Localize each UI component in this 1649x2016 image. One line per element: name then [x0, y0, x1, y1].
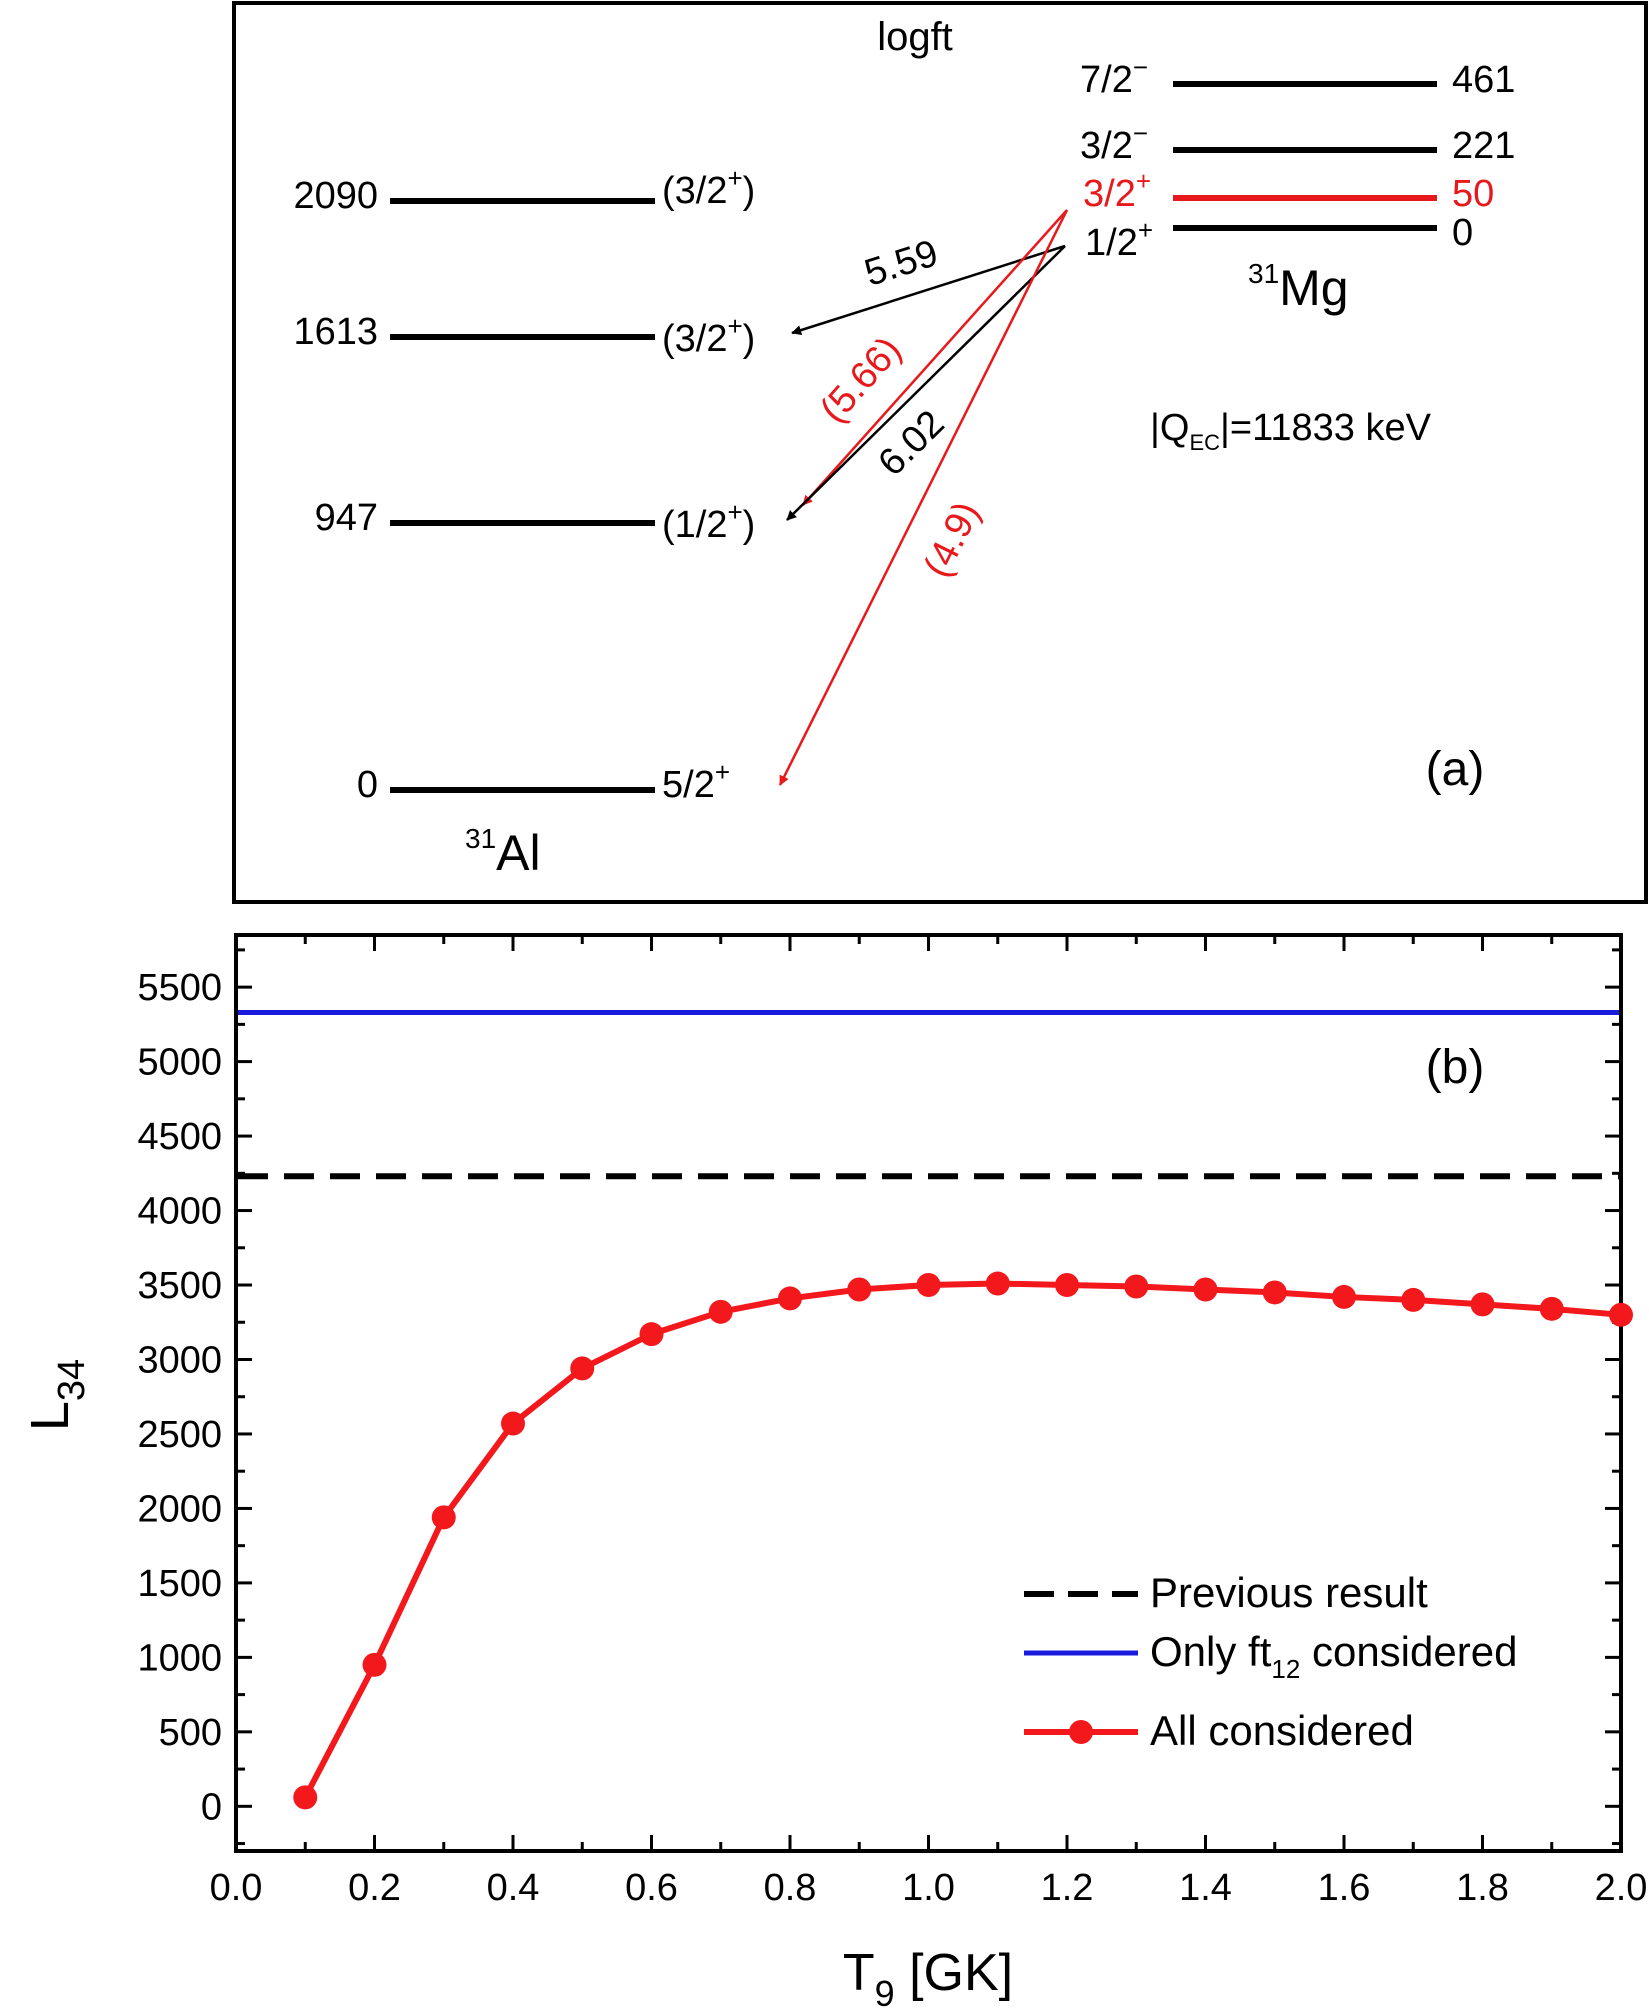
- series-layer: [238, 1009, 1633, 1810]
- y-tick-label: 1500: [137, 1563, 222, 1605]
- logft-header: logft: [877, 15, 953, 59]
- al-level-spin: (1/2+): [662, 497, 755, 546]
- legend-label: Previous result: [1150, 1569, 1428, 1616]
- all-considered-point: [1193, 1277, 1218, 1302]
- all-considered-line: [302, 1280, 1622, 1799]
- all-considered-point: [1401, 1287, 1426, 1312]
- panel-a: logft (a) 2090 (3/2+) 1613 (3/2+) 947 (1…: [232, 1, 1648, 904]
- all-considered-point: [708, 1299, 733, 1324]
- all-considered-point: [847, 1277, 872, 1302]
- all-considered-point: [1539, 1296, 1564, 1321]
- all-considered-point: [639, 1322, 664, 1347]
- y-tick-label: 0: [201, 1786, 222, 1828]
- legend-swatch-marker: [1069, 1720, 1093, 1744]
- transition-arrow: [791, 244, 1066, 335]
- all-considered-point: [362, 1652, 387, 1677]
- x-tick-label: 1.0: [902, 1867, 955, 1909]
- x-tick-label: 0.8: [764, 1867, 817, 1909]
- all-considered-point: [985, 1271, 1010, 1296]
- al-level-energy: 2090: [293, 175, 378, 217]
- y-axis-label: L34: [20, 1359, 93, 1431]
- legend-label: All considered: [1150, 1707, 1414, 1754]
- mg-level-spin: 3/2+: [1083, 166, 1151, 215]
- transitions: 5.59 (5.66) 6.02 (4.9): [778, 209, 1069, 786]
- x-tick-label: 1.6: [1318, 1867, 1371, 1909]
- transition-arrow: [778, 209, 1069, 786]
- x-tick-label: 0.6: [625, 1867, 678, 1909]
- all-considered-point: [293, 1785, 318, 1810]
- all-considered-point: [570, 1356, 595, 1381]
- mg-level-energy: 50: [1452, 173, 1494, 215]
- all-considered-point: [501, 1411, 525, 1436]
- al-level-energy: 1613: [293, 311, 378, 353]
- y-tick-label: 4000: [137, 1191, 222, 1233]
- x-tick-label: 1.2: [1041, 1867, 1094, 1909]
- panel-b-label: (b): [1426, 1041, 1485, 1094]
- panel-a-label: (a): [1426, 743, 1485, 796]
- all-considered-point: [1124, 1274, 1149, 1299]
- x-tick-label: 0.0: [210, 1867, 263, 1909]
- transition-logft: 5.59: [860, 232, 943, 295]
- x-axis-label: T9 [GK]: [843, 1944, 1013, 2014]
- x-tick-label: 1.4: [1179, 1867, 1232, 1909]
- all-considered-point: [1609, 1302, 1633, 1327]
- y-tick-label: 2500: [137, 1414, 222, 1456]
- all-considered-point: [1055, 1273, 1079, 1298]
- transition-logft: (4.9): [916, 495, 988, 584]
- mg-level-spin: 1/2+: [1085, 215, 1153, 264]
- transition-arrow: [802, 209, 1068, 506]
- y-tick-label: 5000: [137, 1042, 222, 1084]
- al-levels: 2090 (3/2+) 1613 (3/2+) 947 (1/2+) 0 5/2…: [293, 163, 755, 881]
- al-nucleus-label: 31Al: [465, 823, 541, 881]
- panel-a-frame: [232, 1, 1648, 904]
- all-considered-point: [431, 1505, 456, 1530]
- y-tick-label: 5500: [137, 967, 222, 1009]
- al-level-spin: (3/2+): [662, 311, 755, 360]
- y-tick-label: 1000: [137, 1637, 222, 1679]
- transition-logft: (5.66): [812, 329, 909, 431]
- mg-level-energy: 221: [1452, 125, 1515, 167]
- all-considered-point: [916, 1273, 941, 1298]
- legend-label: Only ft12 considered: [1150, 1628, 1517, 1684]
- y-tick-label: 4500: [137, 1116, 222, 1158]
- mg-levels: 7/2− 461 3/2− 221 3/2+ 50 1/2+ 0 31Mg: [1080, 52, 1515, 316]
- legend: Previous result Only ft12 considered All…: [1024, 1569, 1517, 1754]
- all-considered-point: [1262, 1280, 1287, 1305]
- al-level-spin: 5/2+: [662, 757, 730, 806]
- y-tick-label: 500: [159, 1712, 222, 1754]
- x-tick-label: 0.2: [348, 1867, 401, 1909]
- mg-nucleus-label: 31Mg: [1248, 258, 1349, 316]
- x-tick-label: 0.4: [487, 1867, 540, 1909]
- x-tick-label: 1.8: [1456, 1867, 1509, 1909]
- al-level-energy: 947: [315, 497, 378, 539]
- transition-arrow: [786, 245, 1066, 521]
- al-level-energy: 0: [357, 764, 378, 806]
- axis-ticks: 0.0 0.2 0.4 0.6 0.8 1.0 1.2 1.4 1.6 1.8 2.0 0 500 100…: [137, 935, 1647, 1909]
- mg-level-spin: 3/2−: [1080, 118, 1148, 167]
- all-considered-point: [1470, 1292, 1495, 1317]
- mg-level-energy: 0: [1452, 212, 1473, 254]
- mg-level-energy: 461: [1452, 59, 1515, 101]
- y-tick-label: 3500: [137, 1265, 222, 1307]
- y-tick-label: 2000: [137, 1488, 222, 1530]
- al-level-spin: (3/2+): [662, 163, 755, 212]
- mg-level-spin: 7/2−: [1080, 52, 1148, 101]
- panel-b: 0.0 0.2 0.4 0.6 0.8 1.0 1.2 1.4 1.6 1.8 2.0 0 500 100…: [20, 933, 1647, 2014]
- x-tick-label: 2.0: [1595, 1867, 1648, 1909]
- q-value: |QEC|=11833 keV: [1150, 407, 1432, 455]
- y-tick-label: 3000: [137, 1339, 222, 1381]
- all-considered-point: [1332, 1284, 1356, 1309]
- all-considered-point: [778, 1286, 802, 1311]
